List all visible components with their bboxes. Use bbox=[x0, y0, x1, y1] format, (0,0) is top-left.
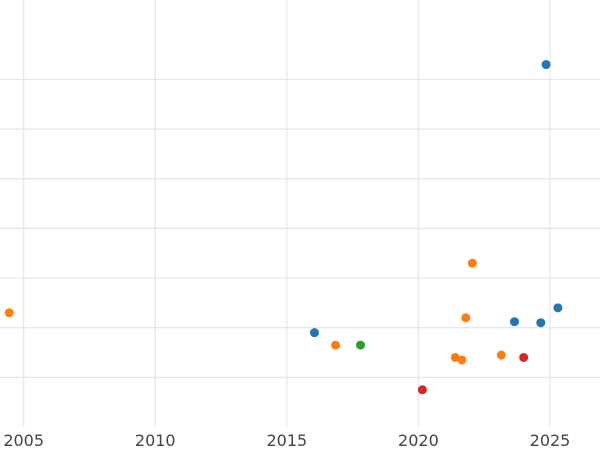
data-point bbox=[467, 258, 477, 268]
x-tick-label: 2005 bbox=[3, 431, 44, 450]
data-point bbox=[417, 385, 427, 395]
data-point bbox=[331, 340, 341, 350]
data-point bbox=[496, 350, 506, 360]
y-gridlines bbox=[0, 78, 600, 378]
data-point bbox=[519, 352, 529, 362]
x-tick-label: 2020 bbox=[398, 431, 439, 450]
x-tick-label: 2010 bbox=[135, 431, 176, 450]
data-point bbox=[457, 355, 467, 365]
data-point bbox=[553, 303, 563, 313]
data-point bbox=[309, 328, 319, 338]
data-point bbox=[356, 340, 366, 350]
data-point bbox=[509, 317, 519, 327]
data-point bbox=[541, 60, 551, 70]
x-tick-label: 2015 bbox=[266, 431, 307, 450]
data-points bbox=[4, 60, 563, 395]
x-gridlines bbox=[23, 0, 551, 427]
x-tick-label: 2025 bbox=[530, 431, 571, 450]
data-point bbox=[461, 313, 471, 323]
data-point bbox=[4, 308, 14, 318]
x-tick-labels: 2005 2010 2015 2020 2025 bbox=[3, 431, 570, 450]
data-point bbox=[536, 318, 546, 328]
